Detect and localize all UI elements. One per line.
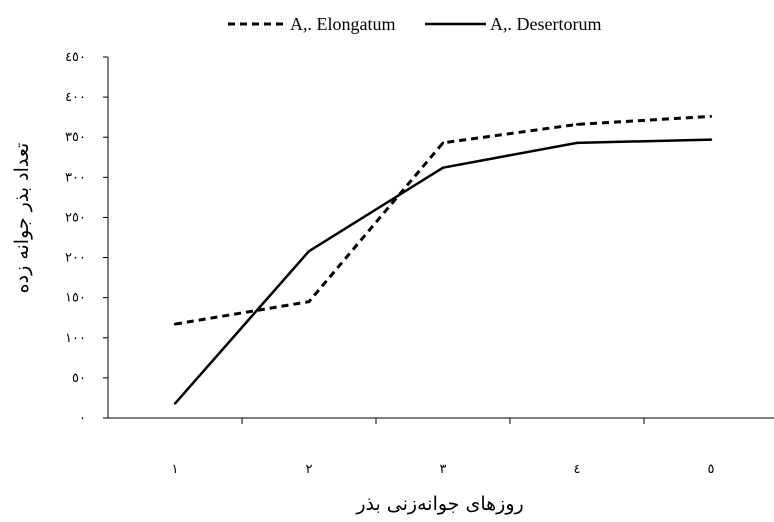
legend-label-1: A,. Elongatum [290, 14, 396, 34]
x-axis: ١ ٢ ٣ ٤ ٥ [108, 417, 774, 477]
x-axis-title: روزهای جوانه‌زنی بذر [355, 493, 523, 515]
series-2-point [709, 138, 713, 141]
legend: A,. Elongatum A,. Desertorum [228, 14, 601, 34]
y-tick-label: ٣٥٠ [65, 130, 86, 145]
x-tick-label: ٤ [574, 462, 581, 477]
series-2-point [173, 402, 177, 405]
y-tick-label: ٤٥٠ [65, 50, 86, 65]
y-tick-label: ٤٠٠ [65, 90, 86, 105]
series-1-point [173, 322, 177, 326]
y-axis: ٠ ٥٠ ١٠٠ ١٥٠ ٢٠٠ ٢٥٠ ٣٠٠ ٣٥٠ ٤٠٠ ٤٥٠ [65, 50, 109, 426]
x-tick-label: ١ [172, 462, 179, 477]
series-1-point [709, 115, 713, 118]
series-layer [173, 114, 713, 405]
y-tick-label: ٥٠ [72, 371, 86, 386]
y-tick-label: ١٠٠ [65, 331, 86, 346]
legend-label-2: A,. Desertorum [490, 14, 601, 34]
series-2-point [575, 141, 579, 145]
y-tick-label: ٣٠٠ [65, 170, 86, 185]
series-line-1 [174, 114, 712, 326]
series-1-point [441, 141, 445, 145]
y-tick-label: ٠ [79, 411, 86, 426]
series-line-2 [174, 138, 712, 405]
y-axis-title: تعداد بذر جوانه زده [11, 143, 33, 294]
x-tick-label: ٢ [306, 462, 313, 477]
series-1-point [575, 123, 579, 126]
x-tick-label: ٥ [708, 462, 715, 477]
y-tick-label: ٢٥٠ [65, 210, 86, 225]
series-2-point [307, 249, 311, 253]
series-1-point [307, 300, 311, 303]
y-tick-label: ١٥٠ [65, 291, 86, 306]
x-tick-label: ٣ [440, 462, 447, 477]
y-tick-label: ٢٠٠ [65, 251, 86, 266]
series-2-point [441, 166, 445, 169]
